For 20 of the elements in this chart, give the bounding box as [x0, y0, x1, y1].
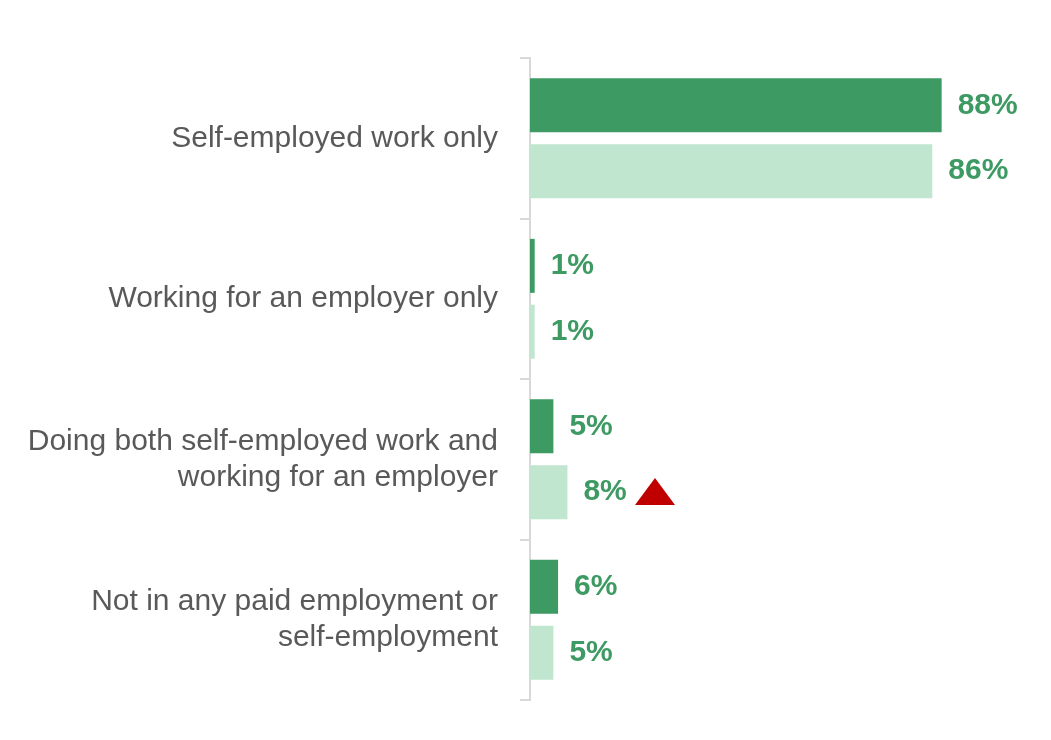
y-tick-label: Doing both self-employed work and working for an employer	[27, 422, 498, 492]
data-label: 1%	[550, 247, 595, 281]
bar	[530, 465, 568, 520]
bar	[530, 304, 535, 359]
y-tick-label: Working for an employer only	[108, 280, 498, 314]
data-label: 5%	[569, 407, 613, 441]
data-label: 88%	[957, 86, 1018, 120]
data-label: 86%	[948, 152, 1009, 186]
data-label: 5%	[569, 633, 613, 667]
data-label: 8%	[583, 473, 627, 507]
y-tick-label: Not in any paid employment or self-employment	[91, 583, 499, 653]
data-label: 1%	[550, 312, 595, 346]
bar	[530, 625, 554, 680]
y-tick-label: Self-employed work only	[171, 119, 498, 153]
bar	[530, 399, 554, 454]
bar	[530, 78, 942, 133]
data-label: 6%	[574, 568, 618, 602]
bar	[530, 144, 933, 199]
bar	[530, 238, 535, 293]
bar	[530, 559, 559, 614]
